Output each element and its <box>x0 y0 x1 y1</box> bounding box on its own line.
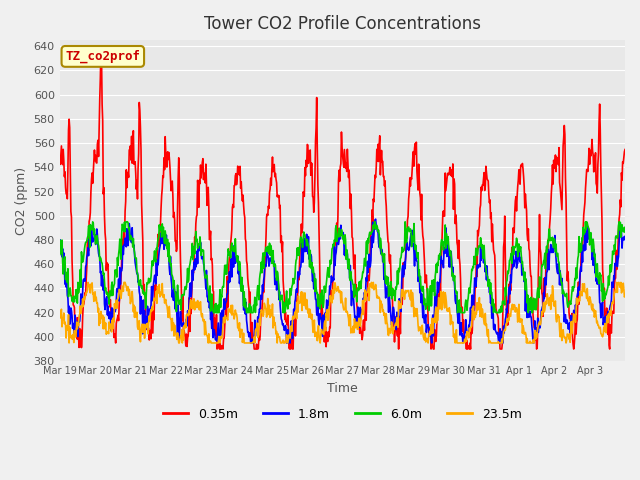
Line: 1.8m: 1.8m <box>60 219 625 343</box>
6.0m <box>210 310 218 315</box>
0.35m <box>213 346 221 352</box>
23.5m <box>621 293 629 299</box>
6.0m <box>390 289 397 295</box>
0.35m <box>621 147 629 153</box>
0.35m <box>603 305 611 311</box>
6.0m <box>292 263 300 269</box>
6.0m <box>603 289 611 295</box>
1.8m <box>161 234 168 240</box>
1.8m <box>621 237 629 242</box>
6.0m <box>621 229 629 235</box>
1.8m <box>372 216 380 222</box>
23.5m <box>594 323 602 328</box>
0.35m <box>97 47 105 53</box>
Y-axis label: CO2 (ppm): CO2 (ppm) <box>15 167 28 235</box>
6.0m <box>594 275 602 281</box>
0.35m <box>594 161 602 167</box>
6.0m <box>89 219 97 225</box>
0.35m <box>161 134 169 140</box>
1.8m <box>603 319 611 324</box>
6.0m <box>83 238 91 244</box>
23.5m <box>84 287 92 293</box>
0.35m <box>292 333 300 339</box>
1.8m <box>56 240 63 246</box>
Legend: 0.35m, 1.8m, 6.0m, 23.5m: 0.35m, 1.8m, 6.0m, 23.5m <box>158 403 527 425</box>
23.5m <box>162 297 170 302</box>
6.0m <box>161 228 169 234</box>
23.5m <box>65 340 73 346</box>
23.5m <box>56 314 63 320</box>
1.8m <box>291 299 299 305</box>
Line: 6.0m: 6.0m <box>60 222 625 312</box>
23.5m <box>84 279 92 285</box>
Text: TZ_co2prof: TZ_co2prof <box>65 50 140 63</box>
1.8m <box>390 307 397 312</box>
23.5m <box>603 315 611 321</box>
1.8m <box>594 278 602 284</box>
0.35m <box>56 158 63 164</box>
23.5m <box>390 327 397 333</box>
6.0m <box>56 252 63 258</box>
Line: 0.35m: 0.35m <box>60 50 625 349</box>
0.35m <box>83 264 91 270</box>
23.5m <box>292 314 300 320</box>
0.35m <box>390 326 397 332</box>
1.8m <box>216 340 223 346</box>
Title: Tower CO2 Profile Concentrations: Tower CO2 Profile Concentrations <box>204 15 481 33</box>
1.8m <box>83 254 91 260</box>
X-axis label: Time: Time <box>327 382 358 395</box>
Line: 23.5m: 23.5m <box>60 282 625 343</box>
